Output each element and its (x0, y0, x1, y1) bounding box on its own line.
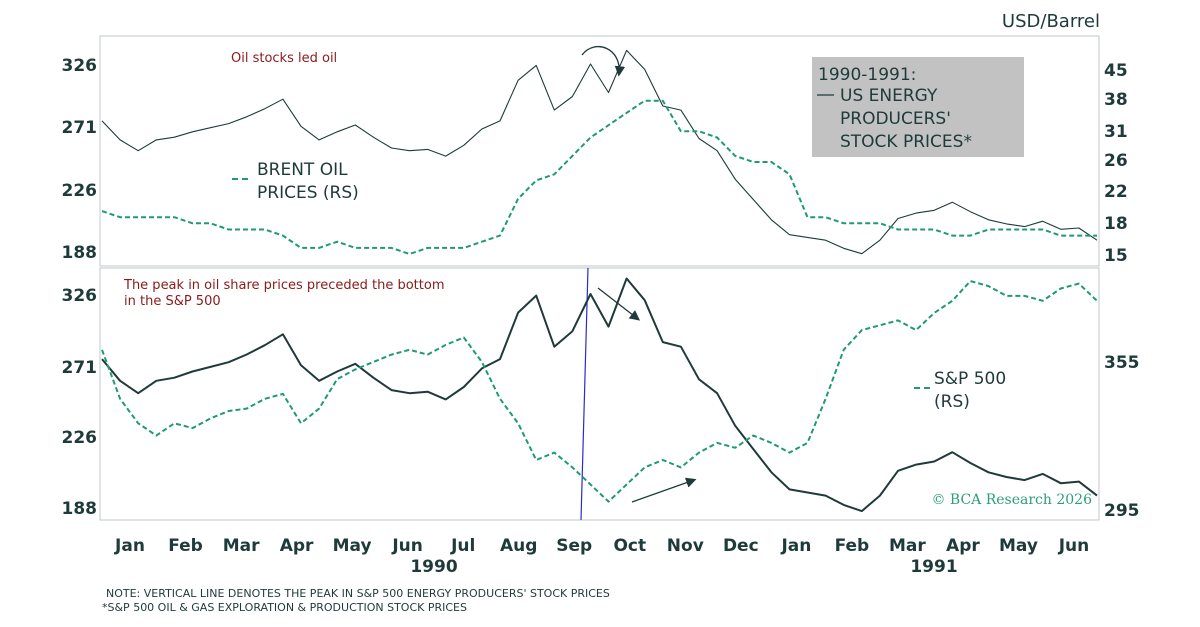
month-label: Feb (835, 536, 870, 556)
bottom-left-axis: 326 271 226 188 (62, 286, 98, 519)
month-label: Dec (723, 536, 759, 556)
bottom-series-us-energy-producers-stock-prices (101, 277, 1098, 513)
top-right-tick: 45 (1104, 61, 1128, 81)
top-right-tick: 22 (1104, 182, 1128, 202)
legend-box-line1: 1990-1991: (818, 65, 916, 85)
month-label: Mar (889, 536, 926, 556)
month-label: Jun (1058, 536, 1090, 556)
unit-label: USD/Barrel (1002, 11, 1100, 32)
top-left-tick: 226 (62, 181, 98, 201)
top-annotation: Oil stocks led oil (231, 51, 337, 66)
month-label: May (999, 536, 1038, 556)
month-label: Nov (667, 536, 704, 556)
month-layer: Jan Feb Mar Apr May Jun Jul Aug Sep Oct Nov Dec Jan F… (114, 536, 1089, 556)
month-label: Jul (450, 536, 475, 556)
top-left-tick: 188 (62, 243, 98, 263)
bottom-right-axis: 355 295 (1104, 353, 1140, 521)
top-panel-frame (99, 35, 1100, 267)
month-label: Feb (168, 536, 203, 556)
top-right-tick: 26 (1104, 151, 1128, 171)
bottom-left-tick: 271 (62, 358, 98, 378)
bottom-left-tick: 188 (62, 499, 98, 519)
bottom-annotation-line2: in the S&P 500 (124, 294, 221, 309)
legend-box (812, 57, 1024, 157)
legend-box-line2: US ENERGY (840, 86, 938, 106)
footnote-line1: NOTE: VERTICAL LINE DENOTES THE PEAK IN … (106, 587, 610, 600)
watermark: © BCA Research 2026 (931, 492, 1092, 508)
bottom-left-tick: 226 (62, 428, 98, 448)
month-label: Apr (946, 536, 980, 556)
bottom-left-tick: 326 (62, 286, 98, 306)
sp-label-line2: (RS) (934, 392, 970, 412)
year-label: 1990 (410, 557, 457, 577)
month-label: Sep (556, 536, 592, 556)
bottom-series-s-p-500-rs (101, 280, 1098, 503)
month-label: Jan (780, 536, 811, 556)
top-right-tick: 18 (1104, 214, 1128, 234)
top-right-axis: 45 38 31 26 22 18 15 (1104, 61, 1128, 266)
top-series-brent-oil-prices-rs (101, 99, 1097, 255)
month-label: Mar (223, 536, 260, 556)
up-arrow (631, 477, 697, 503)
sp-label-line1: S&P 500 (934, 369, 1006, 389)
bottom-panel-frame (99, 267, 1100, 521)
brent-label-line2: PRICES (RS) (257, 183, 359, 203)
top-left-tick: 271 (62, 118, 98, 138)
month-label: Apr (280, 536, 314, 556)
brent-label-line1: BRENT OIL (257, 160, 348, 180)
top-right-tick: 31 (1104, 122, 1128, 142)
year-label: 1991 (910, 557, 957, 577)
month-label: Jun (391, 536, 423, 556)
top-series-us-energy-producers-stock-prices (101, 49, 1098, 255)
top-right-tick: 38 (1104, 90, 1128, 110)
bottom-right-tick: 295 (1104, 501, 1140, 521)
legend-box-line3: PRODUCERS' (840, 109, 951, 129)
footnote-line2: *S&P 500 OIL & GAS EXPLORATION & PRODUCT… (102, 601, 467, 614)
month-label: Oct (613, 536, 646, 556)
top-right-tick: 15 (1104, 246, 1128, 266)
bottom-right-tick: 355 (1104, 353, 1140, 373)
month-label: Aug (500, 536, 537, 556)
series-layer (101, 49, 1098, 513)
month-label: Jan (114, 536, 145, 556)
top-left-axis: 326 271 226 188 (62, 56, 98, 263)
month-label: May (333, 536, 372, 556)
top-left-tick: 326 (62, 56, 98, 76)
legend-box-line4: STOCK PRICES* (840, 132, 972, 152)
bottom-annotation-line1: The peak in oil share prices preceded th… (123, 278, 444, 293)
